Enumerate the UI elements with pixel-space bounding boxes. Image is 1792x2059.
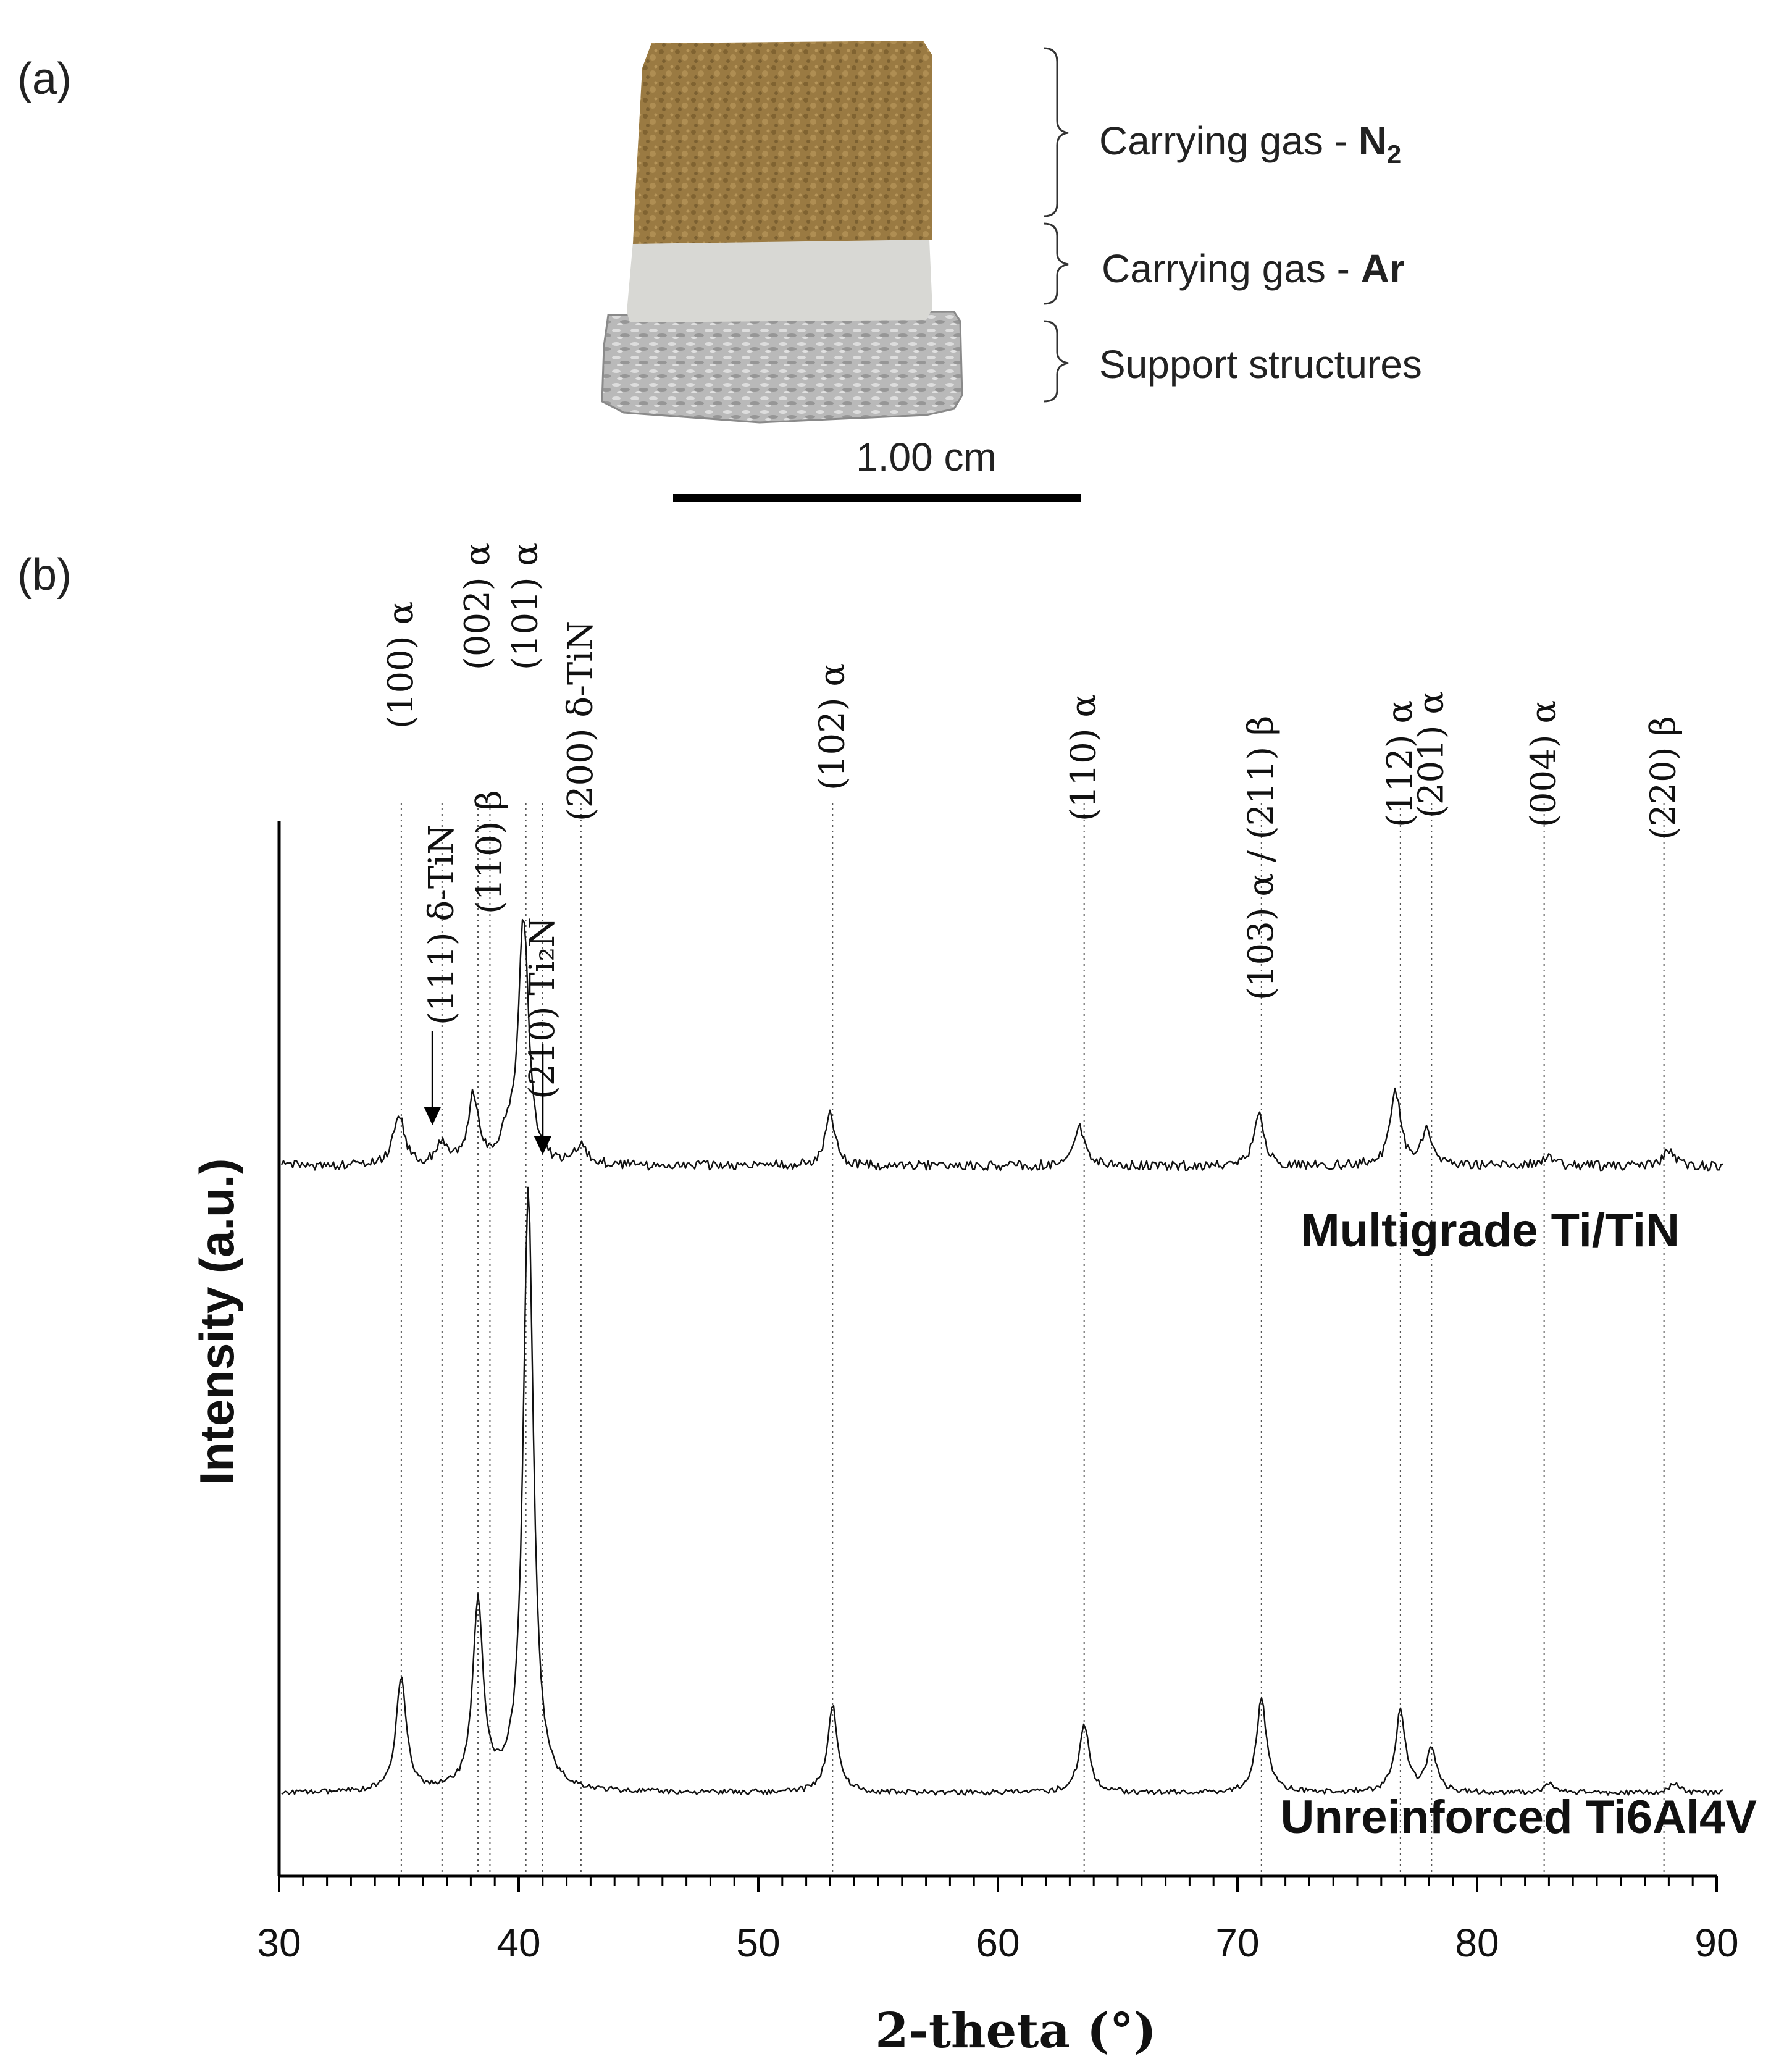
peak-label: (102) α [812, 663, 852, 790]
x-tick-label: 70 [1215, 1921, 1259, 1965]
peak-label: (004) α [1524, 700, 1564, 828]
scale-bar-label: 1.00 cm [856, 435, 997, 479]
panel-a-label: (a) [17, 54, 72, 104]
x-ticks: 30 40 50 60 70 80 90 [257, 1876, 1739, 1965]
annotation-ar: Carrying gas - Ar [1102, 246, 1405, 291]
peak-label: (103) α / (211) β [1241, 716, 1281, 1000]
arrows [424, 1031, 551, 1155]
peak-label: (200) δ-TiN [561, 621, 601, 821]
x-tick-label: 80 [1455, 1921, 1499, 1965]
brace-support [1043, 320, 1069, 403]
ar-layer [627, 240, 932, 322]
arrow-head [424, 1107, 442, 1125]
panel-b-label: (b) [17, 550, 72, 600]
series-layer [280, 918, 1723, 1796]
reference-labels: (100) α (111) δ-TiN (002) α (110) β (101) α (… [381, 543, 1684, 1099]
x-tick-label: 40 [496, 1921, 540, 1965]
peak-label: (101) α [506, 543, 546, 670]
annotation-support: Support structures [1099, 342, 1422, 387]
brace-ar [1043, 222, 1069, 305]
peak-label: (110) β [469, 790, 509, 914]
xrd-chart: (100) α (111) δ-TiN (002) α (110) β (101) α (… [190, 543, 1757, 2059]
sample-photo [601, 41, 963, 424]
peak-label: (110) α [1064, 694, 1104, 821]
x-tick-label: 60 [976, 1921, 1020, 1965]
series-label-unreinforced: Unreinforced Ti6Al4V [1281, 1791, 1757, 1843]
x-tick-label: 30 [257, 1921, 301, 1965]
scale-bar [673, 494, 1081, 502]
arrow-head [534, 1136, 551, 1155]
series-label-multigrade: Multigrade Ti/TiN [1300, 1204, 1680, 1257]
x-tick-label: 50 [736, 1921, 780, 1965]
series-line-unreinforced [281, 1186, 1723, 1796]
peak-label: (220) β [1644, 716, 1684, 840]
support-layer [601, 311, 963, 424]
axes [277, 821, 1717, 1878]
peak-label: (111) δ-TiN [422, 824, 462, 1025]
peak-label: (002) α [458, 543, 498, 670]
y-axis-title: Intensity (a.u.) [190, 1159, 244, 1485]
x-tick-label: 90 [1694, 1921, 1738, 1965]
n2-layer [633, 41, 932, 244]
series-line-multigrade [280, 918, 1723, 1172]
peak-label: (201) α [1411, 691, 1451, 818]
peak-label: (100) α [381, 602, 421, 729]
reference-lines [400, 803, 1665, 1876]
brace-n2 [1043, 47, 1069, 217]
x-axis-title: 2-theta (°) [875, 2003, 1157, 2059]
annotation-n2: Carrying gas - N2 [1099, 119, 1401, 169]
peak-label: (112) α [1380, 700, 1420, 828]
